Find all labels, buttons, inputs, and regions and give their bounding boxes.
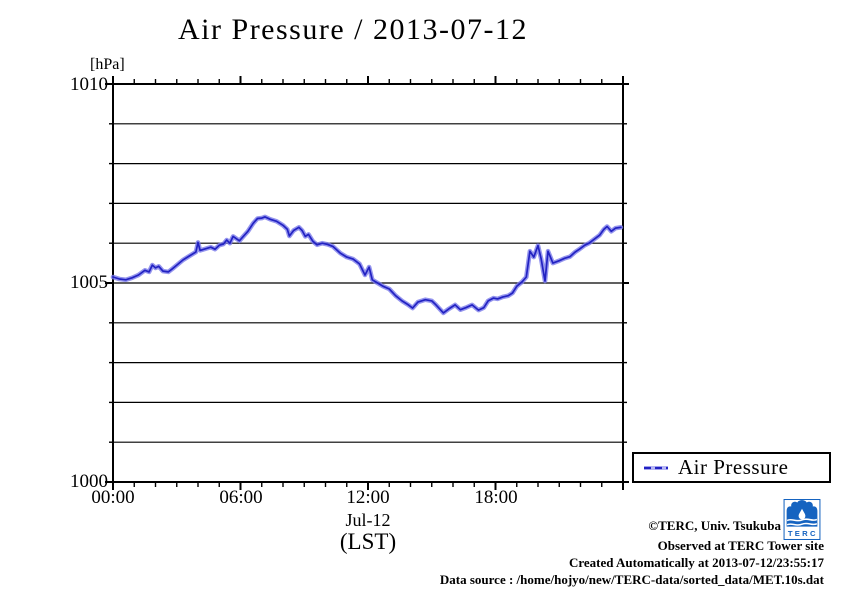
- legend-label: Air Pressure: [678, 455, 789, 479]
- y-tick-label-1010: 1010: [70, 74, 108, 95]
- x-tick-label-0600: 06:00: [219, 487, 263, 508]
- x-tick-label-1200: 12:00: [346, 487, 390, 508]
- pressure-curve: [112, 216, 622, 314]
- data-source-text: Data source : /home/hojyo/new/TERC-data/…: [439, 572, 824, 587]
- x-tick-label-1800: 18:00: [474, 487, 518, 508]
- observed-site-text: Observed at TERC Tower site: [657, 538, 824, 553]
- legend-box: Air Pressure: [632, 452, 831, 483]
- copyright-text: ©TERC, Univ. Tsukuba: [648, 518, 781, 533]
- legend-line-sample-icon: [644, 465, 668, 470]
- terc-logo-icon: TERC: [783, 499, 821, 540]
- created-timestamp-text: Created Automatically at 2013-07-12/23:5…: [568, 555, 824, 570]
- y-axis-unit-label: [hPa]: [90, 56, 125, 73]
- x-tick-label-0000: 00:00: [91, 487, 135, 508]
- chart-title: Air Pressure / 2013-07-12: [178, 13, 528, 46]
- x-axis-date-label: Jul-12: [345, 510, 391, 530]
- terc-logo-text: TERC: [788, 529, 818, 538]
- plot-frame: [112, 83, 624, 483]
- x-axis-timezone-label: (LST): [339, 529, 397, 554]
- pressure-curve-halo: [110, 214, 624, 316]
- y-tick-label-1000: 1000: [70, 471, 108, 492]
- y-tick-label-1005: 1005: [70, 272, 108, 293]
